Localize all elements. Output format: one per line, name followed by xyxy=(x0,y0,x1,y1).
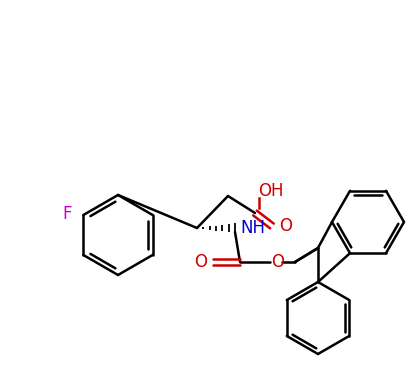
Text: O: O xyxy=(279,217,292,235)
Text: F: F xyxy=(63,205,72,223)
Text: NH: NH xyxy=(240,219,265,237)
Text: O: O xyxy=(195,253,208,271)
Text: O: O xyxy=(272,253,285,271)
Text: OH: OH xyxy=(258,182,283,200)
